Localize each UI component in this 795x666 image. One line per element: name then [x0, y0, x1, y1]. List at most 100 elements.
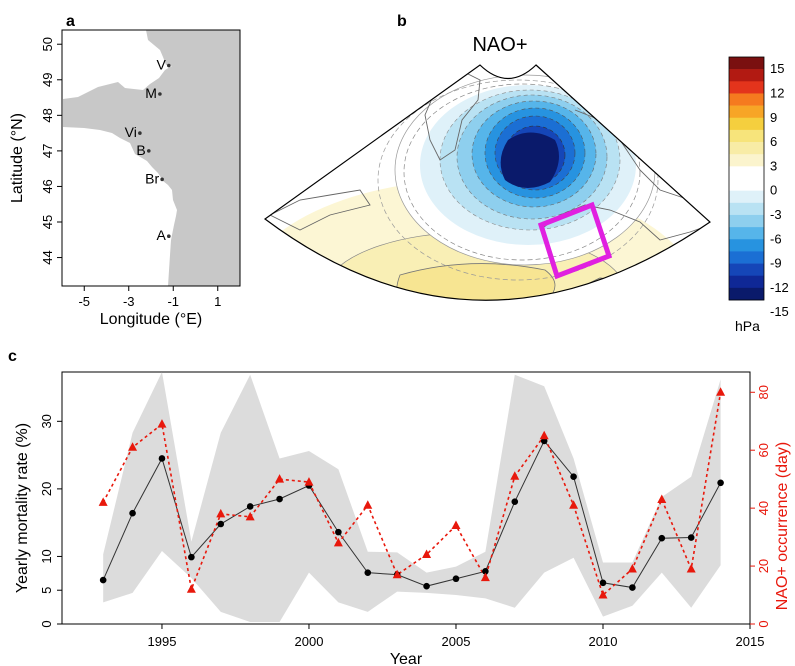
colorbar-tick-label: 3	[770, 158, 777, 173]
high-anomaly-core	[396, 263, 556, 301]
x-tick-label: -5	[78, 294, 90, 309]
site-marker	[167, 63, 171, 68]
nao-point	[569, 500, 579, 509]
mortality-uncertainty-band	[103, 372, 721, 622]
y-tick-label: 47	[40, 144, 55, 158]
mortality-point	[217, 520, 225, 528]
colorbar-tick-label: 0	[770, 183, 777, 198]
colorbar-swatch	[729, 93, 764, 106]
mortality-point	[511, 498, 519, 506]
x-tick-label: 2015	[736, 634, 765, 649]
panel-a: a VM Vi BBr A -5 -3 -1 1 44 45 46 47 48 49 50 Longit…	[9, 13, 241, 328]
mortality-point	[540, 437, 548, 445]
nao-point	[186, 584, 196, 593]
mortality-point	[99, 576, 107, 584]
y2-tick-label: 80	[756, 385, 771, 399]
colorbar-swatch	[729, 69, 764, 82]
colorbar-tick-label: -12	[770, 280, 789, 295]
y-tick-label: 49	[40, 73, 55, 87]
panel-label-b: b	[397, 13, 407, 30]
nao-point	[216, 508, 226, 518]
x-tick-label: 1	[214, 294, 221, 309]
site-marker	[158, 92, 162, 96]
x-tick-label: 1995	[148, 634, 177, 649]
colorbar-swatch	[729, 214, 764, 228]
x-tick-label: -3	[123, 294, 135, 309]
map-border	[61, 29, 241, 287]
low-anomaly-core	[500, 132, 559, 189]
nao-point	[716, 387, 726, 396]
y-tick-label: 10	[39, 549, 54, 563]
y-tick-label: 20	[39, 482, 54, 496]
nao-point	[128, 442, 138, 451]
mortality-point	[364, 569, 372, 576]
colorbar-tick-label: 9	[770, 110, 777, 125]
colorbar-swatch	[729, 81, 764, 94]
nao-point	[657, 494, 667, 503]
y2-axis-title: NAO+ occurrence (day)	[774, 442, 791, 611]
colorbar-swatch	[729, 57, 764, 70]
nao-point	[451, 520, 461, 530]
colorbar-swatch	[729, 202, 764, 216]
site-marker	[138, 131, 142, 135]
map-x-axis-title: Longitude (°E)	[100, 311, 202, 328]
y2-axis-ticks: 0 20 40 60 80	[750, 385, 771, 628]
x-tick-label: 2010	[589, 634, 618, 649]
x-axis-title: Year	[390, 651, 423, 666]
site-label: Br	[145, 170, 159, 186]
site-label: V	[156, 57, 166, 73]
colorbar-tick-label: -3	[770, 207, 782, 222]
mortality-point	[423, 582, 430, 590]
colorbar-tick-label: -9	[770, 256, 782, 271]
y-axis-title: Yearly mortality rate (%)	[14, 423, 31, 593]
colorbar	[728, 56, 765, 301]
site-label: M	[145, 85, 157, 101]
nao-point	[598, 590, 608, 599]
y-tick-label: 50	[40, 37, 55, 51]
colorbar-swatch	[729, 190, 764, 204]
colorbar-swatch	[729, 275, 764, 289]
map-x-ticks: -5 -3 -1 1	[78, 286, 221, 309]
study-region-box	[537, 201, 613, 280]
colorbar-tick-label: 12	[770, 85, 784, 100]
panel-b: b NAO+	[263, 13, 789, 334]
mortality-point	[717, 479, 724, 487]
colorbar-swatch	[729, 263, 764, 276]
site-label: B	[136, 142, 145, 158]
nao-point	[275, 474, 285, 483]
colorbar-swatch	[729, 178, 764, 191]
france-landmass	[63, 30, 240, 286]
y-tick-label: 45	[40, 215, 55, 229]
colorbar-tick-label: -15	[770, 304, 789, 319]
map-y-axis-title: Latitude (°N)	[9, 113, 26, 203]
nao-point	[98, 497, 108, 506]
mortality-point	[482, 568, 489, 575]
y-axis-ticks: 0 5 10 20 30	[39, 414, 62, 628]
y2-tick-label: 20	[756, 559, 771, 573]
colorbar-tick-label: -6	[770, 231, 782, 246]
nao-points	[98, 387, 726, 599]
colorbar-swatch	[729, 227, 764, 240]
colorbar-frame	[728, 56, 765, 301]
nao-point	[539, 430, 549, 440]
nao-series-line	[102, 392, 722, 597]
colorbar-swatch	[729, 166, 764, 179]
y-tick-label: 30	[39, 414, 54, 428]
site-marker	[146, 149, 151, 153]
colorbar-swatch	[729, 105, 764, 119]
nao-point	[686, 563, 696, 573]
nao-point	[422, 549, 432, 558]
colorbar-tick-label: 15	[770, 61, 784, 76]
nao-point	[392, 569, 402, 579]
panel-label-c: c	[8, 348, 17, 365]
mortality-point	[687, 534, 695, 541]
colorbar-swatch	[729, 129, 764, 143]
mortality-point	[129, 509, 136, 517]
colorbar-swatch	[729, 117, 764, 131]
colorbar-unit-label: hPa	[735, 318, 760, 334]
y-tick-label: 0	[39, 620, 54, 627]
nao-map-title: NAO+	[472, 34, 527, 56]
mortality-point	[246, 503, 254, 510]
nao-point	[304, 477, 314, 486]
